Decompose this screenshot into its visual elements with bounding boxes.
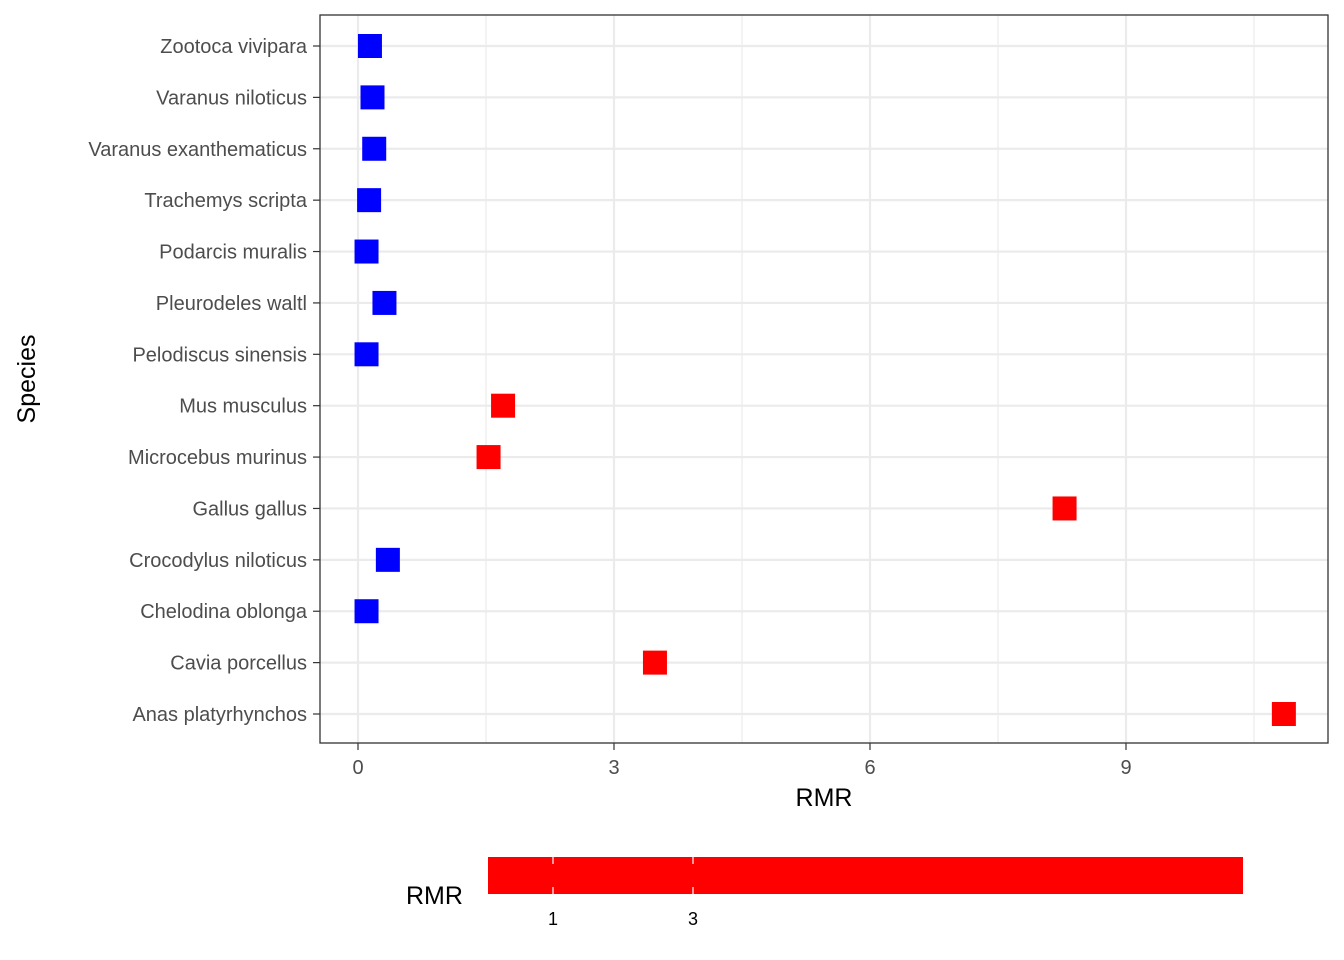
data-point (1052, 496, 1077, 521)
data-point (357, 34, 382, 58)
plot-panel-bg (320, 15, 1328, 743)
x-tick-label: 6 (864, 757, 875, 779)
y-axis-title: Species (13, 335, 41, 424)
legend-tick-label: 3 (688, 909, 698, 929)
data-point (354, 599, 379, 624)
legend-colorbar (488, 857, 1243, 894)
legend-title: RMR (406, 882, 463, 910)
y-tick-label: Chelodina oblonga (140, 601, 308, 623)
y-tick-label: Pleurodeles waltl (156, 293, 307, 315)
y-tick-label: Zootoca vivipara (160, 36, 308, 58)
x-tick-label: 0 (352, 757, 363, 779)
data-point (360, 85, 385, 110)
y-tick-label: Cavia porcellus (170, 653, 307, 675)
data-point (476, 445, 501, 470)
y-tick-label: Pelodiscus sinensis (132, 344, 307, 366)
y-tick-label: Varanus niloticus (156, 87, 307, 109)
y-tick-label: Podarcis muralis (159, 242, 307, 264)
data-point (357, 188, 382, 213)
x-axis: 0 3 6 9 (352, 743, 1132, 779)
data-point (491, 393, 516, 418)
data-point (642, 650, 667, 675)
y-tick-label: Crocodylus niloticus (129, 550, 307, 572)
y-tick-label: Gallus gallus (192, 498, 307, 520)
data-point (375, 547, 400, 572)
data-point (354, 342, 379, 367)
x-axis-title: RMR (796, 784, 853, 812)
y-tick-label: Varanus exanthematicus (88, 139, 307, 161)
x-tick-label: 3 (608, 757, 619, 779)
y-tick-label: Microcebus murinus (128, 447, 307, 469)
data-point (372, 290, 397, 315)
y-tick-label: Trachemys scripta (144, 190, 308, 212)
y-tick-label: Anas platyrhynchos (132, 704, 307, 726)
data-points (354, 34, 1296, 726)
data-point (362, 136, 387, 161)
legend-tick-label: 1 (548, 909, 558, 929)
y-tick-label: Mus musculus (179, 396, 307, 418)
plot-panel-border (319, 14, 1329, 744)
y-axis: Anas platyrhynchos Cavia porcellus Chelodi… (88, 36, 320, 726)
x-tick-label: 9 (1120, 757, 1131, 779)
data-point (1271, 702, 1296, 726)
data-point (354, 239, 379, 264)
grid-lines (320, 15, 1328, 743)
